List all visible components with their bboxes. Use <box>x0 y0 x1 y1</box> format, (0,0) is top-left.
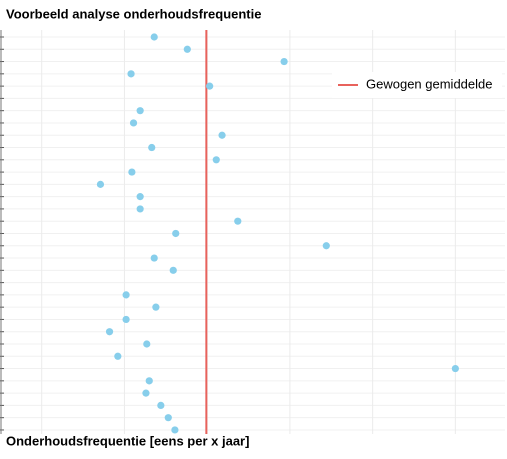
dot <box>164 414 172 422</box>
dot <box>136 107 144 115</box>
dot <box>171 426 179 434</box>
legend-label: Gewogen gemiddelde <box>366 76 492 91</box>
dot <box>96 180 105 188</box>
dot <box>128 168 136 176</box>
dot <box>234 217 242 225</box>
dot <box>172 229 180 238</box>
dot <box>451 364 459 373</box>
x-axis-label: Onderhoudsfrequentie [eens per x jaar] <box>6 433 249 448</box>
dot <box>212 156 220 164</box>
dot <box>157 401 165 409</box>
dot <box>152 303 160 311</box>
dot <box>105 328 114 336</box>
dot <box>136 193 144 201</box>
dot <box>150 254 158 262</box>
dot <box>114 352 122 360</box>
dot <box>183 45 191 53</box>
dot <box>145 377 153 385</box>
dot <box>122 291 130 299</box>
dot <box>322 242 330 250</box>
dot <box>206 82 214 90</box>
chart-title: Voorbeeld analyse onderhoudsfrequentie <box>6 6 261 21</box>
dot <box>169 266 177 274</box>
dot <box>142 389 150 397</box>
dot <box>122 315 130 324</box>
dot <box>148 143 156 152</box>
dot <box>218 131 226 139</box>
dot <box>150 33 158 41</box>
dot <box>143 340 151 348</box>
dot <box>280 57 288 66</box>
legend-box <box>332 72 502 98</box>
dot <box>127 70 135 78</box>
dot <box>136 205 144 213</box>
dot <box>129 119 138 127</box>
